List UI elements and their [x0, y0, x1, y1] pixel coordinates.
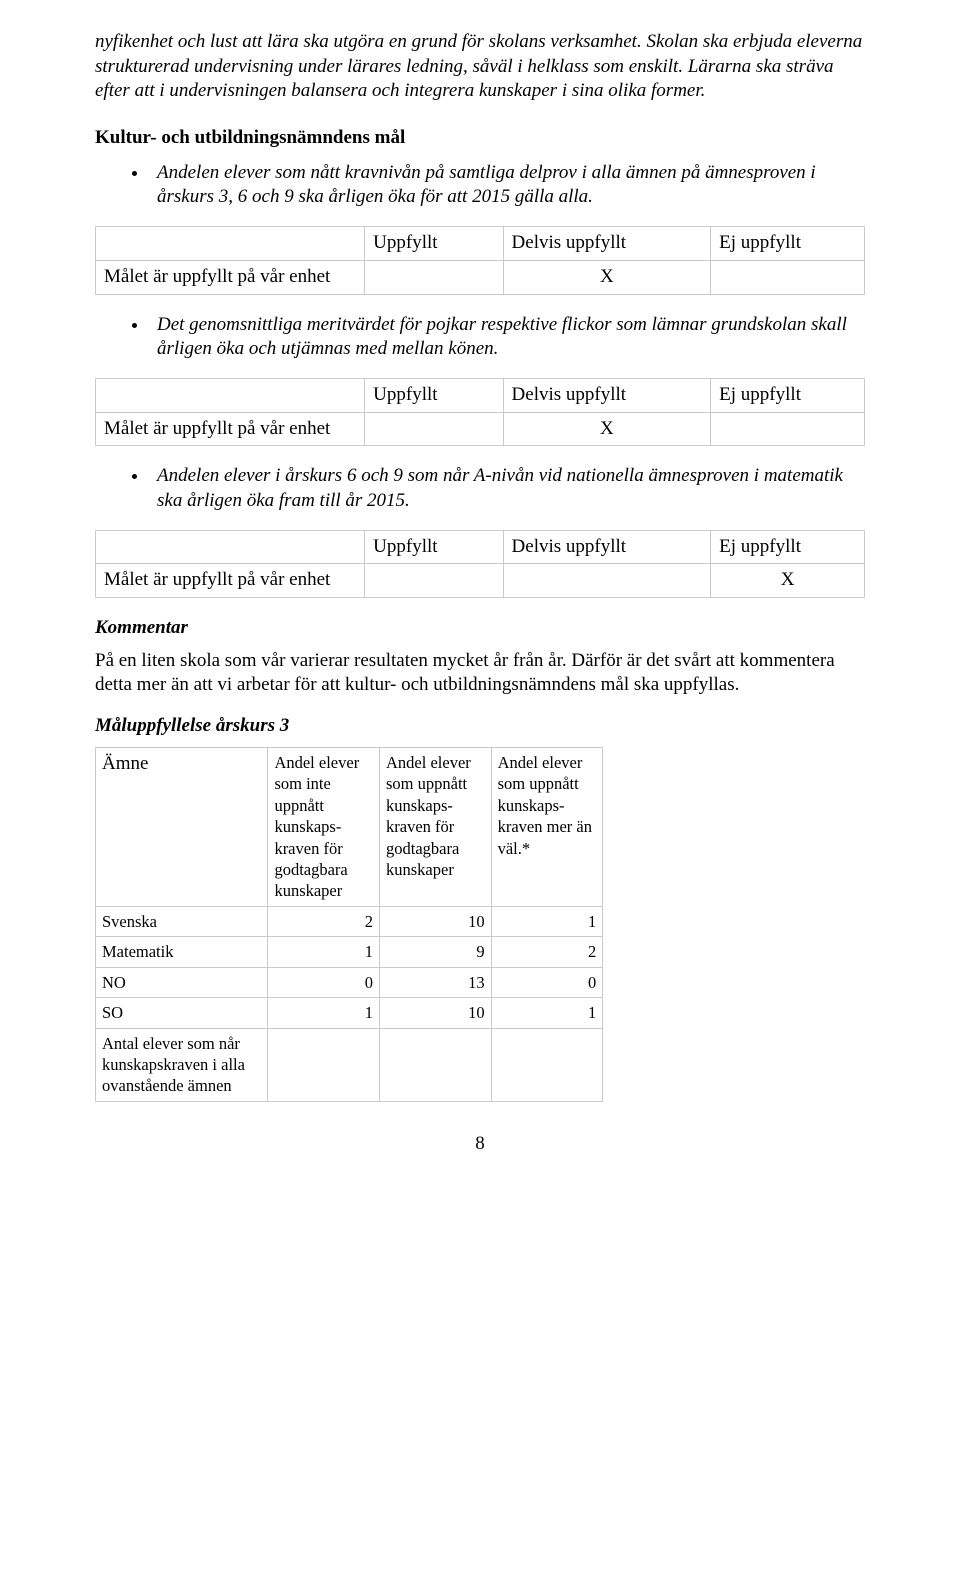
subject-label: Svenska: [96, 906, 268, 936]
table-header: Uppfyllt: [365, 530, 503, 564]
goal-table-3: Uppfyllt Delvis uppfyllt Ej uppfyllt Mål…: [95, 530, 865, 598]
value-cell: 13: [380, 967, 492, 997]
bullet-item: Andelen elever i årskurs 6 och 9 som når…: [149, 464, 865, 513]
bullet-list: Det genomsnittliga meritvärdet för pojka…: [95, 313, 865, 362]
results-col-header: Andel elever som inte uppnått kunskaps-k…: [268, 747, 380, 906]
table-cell: [503, 564, 711, 598]
table-cell: [96, 227, 365, 261]
page-number: 8: [95, 1132, 865, 1157]
value-cell: 10: [380, 998, 492, 1028]
results-col-header: Andel elever som uppnått kunskaps-kraven…: [380, 747, 492, 906]
table-cell: [365, 564, 503, 598]
value-cell: 2: [491, 937, 603, 967]
table-row: NO 0 13 0: [96, 967, 603, 997]
table-row: SO 1 10 1: [96, 998, 603, 1028]
table-header: Delvis uppfyllt: [503, 227, 711, 261]
table-header: Ej uppfyllt: [711, 530, 865, 564]
results-table: Ämne Andel elever som inte uppnått kunsk…: [95, 747, 603, 1102]
value-cell: 1: [268, 998, 380, 1028]
goal-table-1: Uppfyllt Delvis uppfyllt Ej uppfyllt Mål…: [95, 226, 865, 294]
subject-label: SO: [96, 998, 268, 1028]
table-cell-mark: X: [711, 564, 865, 598]
table-cell-mark: X: [503, 260, 711, 294]
subject-label: Matematik: [96, 937, 268, 967]
value-cell: [380, 1028, 492, 1101]
table-header: Uppfyllt: [365, 378, 503, 412]
results-heading: Måluppfyllelse årskurs 3: [95, 714, 865, 739]
footer-label: Antal elever som når kunskapskraven i al…: [96, 1028, 268, 1101]
intro-paragraph: nyfikenhet och lust att lära ska utgöra …: [95, 30, 865, 104]
table-row-label: Målet är uppfyllt på vår enhet: [96, 412, 365, 446]
results-col-subject: Ämne: [96, 747, 268, 906]
bullet-item: Andelen elever som nått kravnivån på sam…: [149, 161, 865, 210]
value-cell: 1: [268, 937, 380, 967]
value-cell: [491, 1028, 603, 1101]
section-heading: Kultur- och utbildningsnämndens mål: [95, 126, 865, 151]
value-cell: [268, 1028, 380, 1101]
subject-label: NO: [96, 967, 268, 997]
table-cell-mark: X: [503, 412, 711, 446]
bullet-item: Det genomsnittliga meritvärdet för pojka…: [149, 313, 865, 362]
table-cell: [711, 412, 865, 446]
table-row: Svenska 2 10 1: [96, 906, 603, 936]
value-cell: 1: [491, 998, 603, 1028]
table-row-label: Målet är uppfyllt på vår enhet: [96, 564, 365, 598]
value-cell: 1: [491, 906, 603, 936]
bullet-list: Andelen elever som nått kravnivån på sam…: [95, 161, 865, 210]
table-header: Ej uppfyllt: [711, 227, 865, 261]
table-cell: [96, 378, 365, 412]
goal-table-2: Uppfyllt Delvis uppfyllt Ej uppfyllt Mål…: [95, 378, 865, 446]
table-row: Matematik 1 9 2: [96, 937, 603, 967]
results-col-header: Andel elever som uppnått kunskaps-kraven…: [491, 747, 603, 906]
kommentar-body: På en liten skola som vår varierar resul…: [95, 649, 865, 698]
value-cell: 2: [268, 906, 380, 936]
table-header: Ej uppfyllt: [711, 378, 865, 412]
kommentar-heading: Kommentar: [95, 616, 865, 641]
document-page: nyfikenhet och lust att lära ska utgöra …: [0, 0, 960, 1187]
value-cell: 10: [380, 906, 492, 936]
table-row: Antal elever som når kunskapskraven i al…: [96, 1028, 603, 1101]
table-row-label: Målet är uppfyllt på vår enhet: [96, 260, 365, 294]
table-cell: [96, 530, 365, 564]
value-cell: 0: [268, 967, 380, 997]
value-cell: 9: [380, 937, 492, 967]
table-header: Uppfyllt: [365, 227, 503, 261]
table-header: Delvis uppfyllt: [503, 530, 711, 564]
table-cell: [711, 260, 865, 294]
bullet-list: Andelen elever i årskurs 6 och 9 som når…: [95, 464, 865, 513]
table-header: Delvis uppfyllt: [503, 378, 711, 412]
table-cell: [365, 412, 503, 446]
table-cell: [365, 260, 503, 294]
value-cell: 0: [491, 967, 603, 997]
